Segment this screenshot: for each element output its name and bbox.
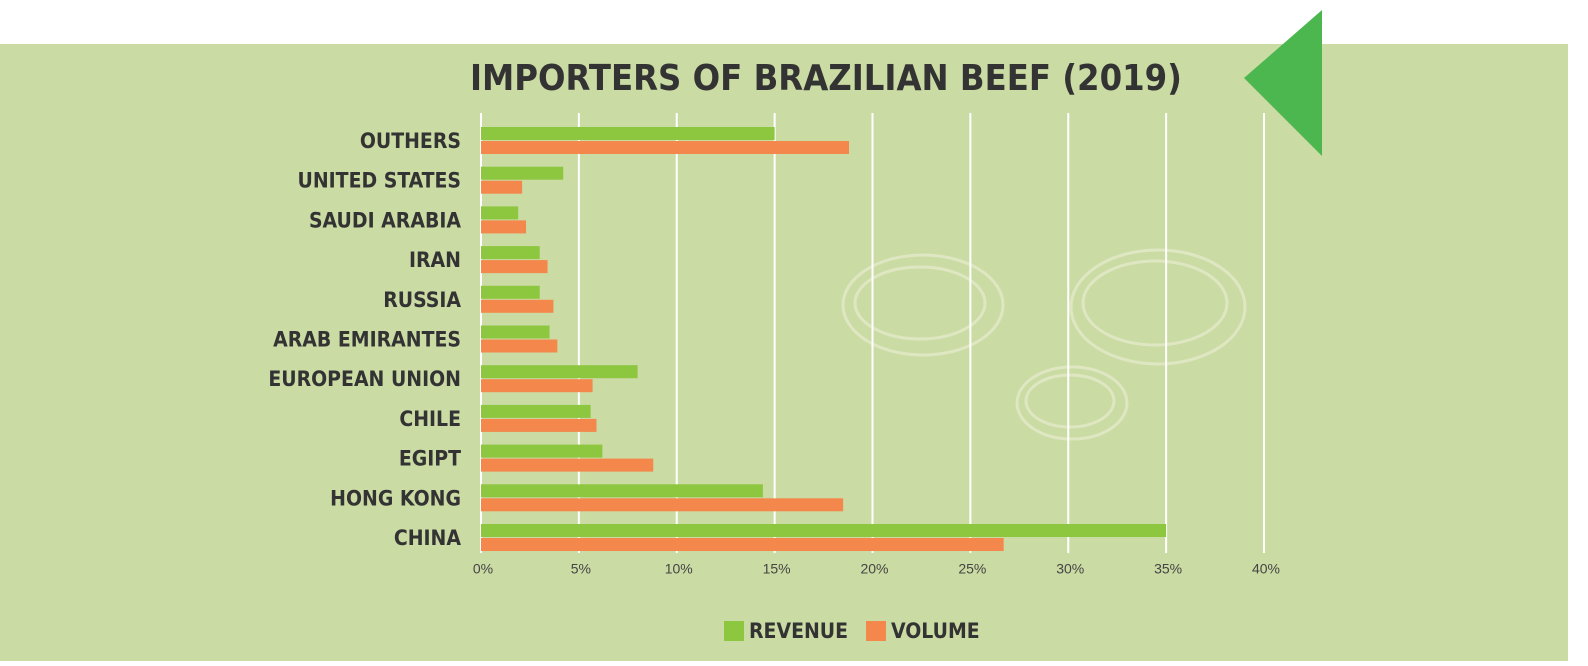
legend-label: VOLUME xyxy=(891,619,980,643)
bar xyxy=(481,538,1004,551)
legend-swatch xyxy=(724,621,744,641)
legend-swatch xyxy=(866,621,886,641)
bar xyxy=(481,246,540,260)
y-tick-label: OUTHERS xyxy=(360,129,461,153)
x-tick-label: 0% xyxy=(473,561,493,577)
meat-icons xyxy=(841,248,1247,441)
y-tick-label: ARAB EMIRANTES xyxy=(273,328,461,352)
y-tick-label: HONG KONG xyxy=(330,486,461,510)
bar xyxy=(481,524,1167,537)
bar xyxy=(481,285,540,299)
x-tick-label: 25% xyxy=(958,561,986,577)
bar xyxy=(481,127,775,140)
bar xyxy=(481,484,763,498)
y-tick-label: CHILE xyxy=(399,407,461,431)
y-tick-label: CHINA xyxy=(394,526,462,550)
bar xyxy=(481,498,844,512)
corner-triangle xyxy=(1244,10,1322,156)
bar xyxy=(481,260,548,274)
bar xyxy=(481,299,554,313)
y-tick-label: EGIPT xyxy=(399,447,461,471)
bar xyxy=(481,458,654,472)
bar xyxy=(481,418,597,432)
bar xyxy=(481,180,523,194)
y-tick-label: RUSSIA xyxy=(383,288,461,312)
x-tick-label: 5% xyxy=(571,561,591,577)
y-tick-label: EUROPEAN UNION xyxy=(268,367,461,391)
x-tick-label: 30% xyxy=(1056,561,1084,577)
bar xyxy=(481,404,591,418)
bar xyxy=(481,339,558,353)
x-tick-label: 35% xyxy=(1154,561,1182,577)
bar xyxy=(481,365,638,379)
bar xyxy=(481,379,593,393)
bar xyxy=(481,220,527,234)
x-tick-label: 40% xyxy=(1252,561,1280,577)
y-tick-label: SAUDI ARABIA xyxy=(309,208,461,232)
y-tick-label: IRAN xyxy=(409,248,461,272)
y-tick-label: UNITED STATES xyxy=(298,169,462,193)
x-tick-label: 20% xyxy=(860,561,888,577)
x-tick-label: 10% xyxy=(665,561,693,577)
bar xyxy=(481,166,564,180)
chart-title: IMPORTERS OF BRAZILIAN BEEF (2019) xyxy=(470,58,1182,99)
bar xyxy=(481,444,603,458)
legend-label: REVENUE xyxy=(749,619,848,643)
bar xyxy=(481,206,519,220)
bar xyxy=(481,325,550,339)
bar xyxy=(481,141,850,154)
x-tick-label: 15% xyxy=(763,561,791,577)
